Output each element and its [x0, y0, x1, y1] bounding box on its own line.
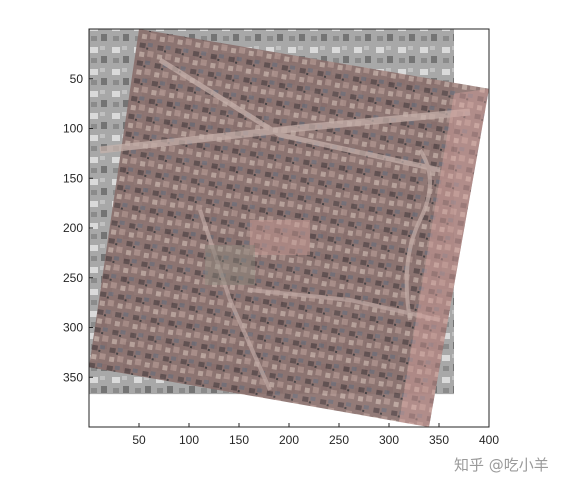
y-tick-label: 150: [63, 171, 83, 185]
watermark: 知乎 @吃小羊: [454, 456, 549, 474]
building-block: [250, 220, 310, 255]
y-tick-label: 350: [63, 370, 83, 384]
y-tick-label: 300: [63, 321, 83, 335]
open-field: [205, 245, 255, 285]
color-aerial-image: [89, 29, 489, 427]
x-tick-label: 100: [179, 433, 199, 447]
x-tick-label: 150: [229, 433, 249, 447]
y-tick-label: 50: [70, 72, 84, 86]
x-tick-label: 200: [279, 433, 299, 447]
y-tick-label: 100: [63, 122, 83, 136]
y-axis: 50 100 150 200 250 300 350: [63, 72, 93, 384]
x-tick-label: 400: [479, 433, 499, 447]
y-tick-label: 200: [63, 221, 83, 235]
road-diagonal: [158, 57, 441, 173]
color-edge-tint: [399, 88, 489, 427]
x-tick-label: 50: [132, 433, 146, 447]
x-axis: 50 100 150 200 250 300 350 400: [132, 423, 499, 447]
y-tick-label: 250: [63, 271, 83, 285]
x-tick-label: 350: [429, 433, 449, 447]
x-tick-label: 300: [379, 433, 399, 447]
road-curve: [404, 148, 432, 321]
road-overlay: [99, 57, 471, 391]
road-south: [198, 209, 272, 391]
road-main: [99, 108, 471, 154]
x-tick-label: 250: [329, 433, 349, 447]
